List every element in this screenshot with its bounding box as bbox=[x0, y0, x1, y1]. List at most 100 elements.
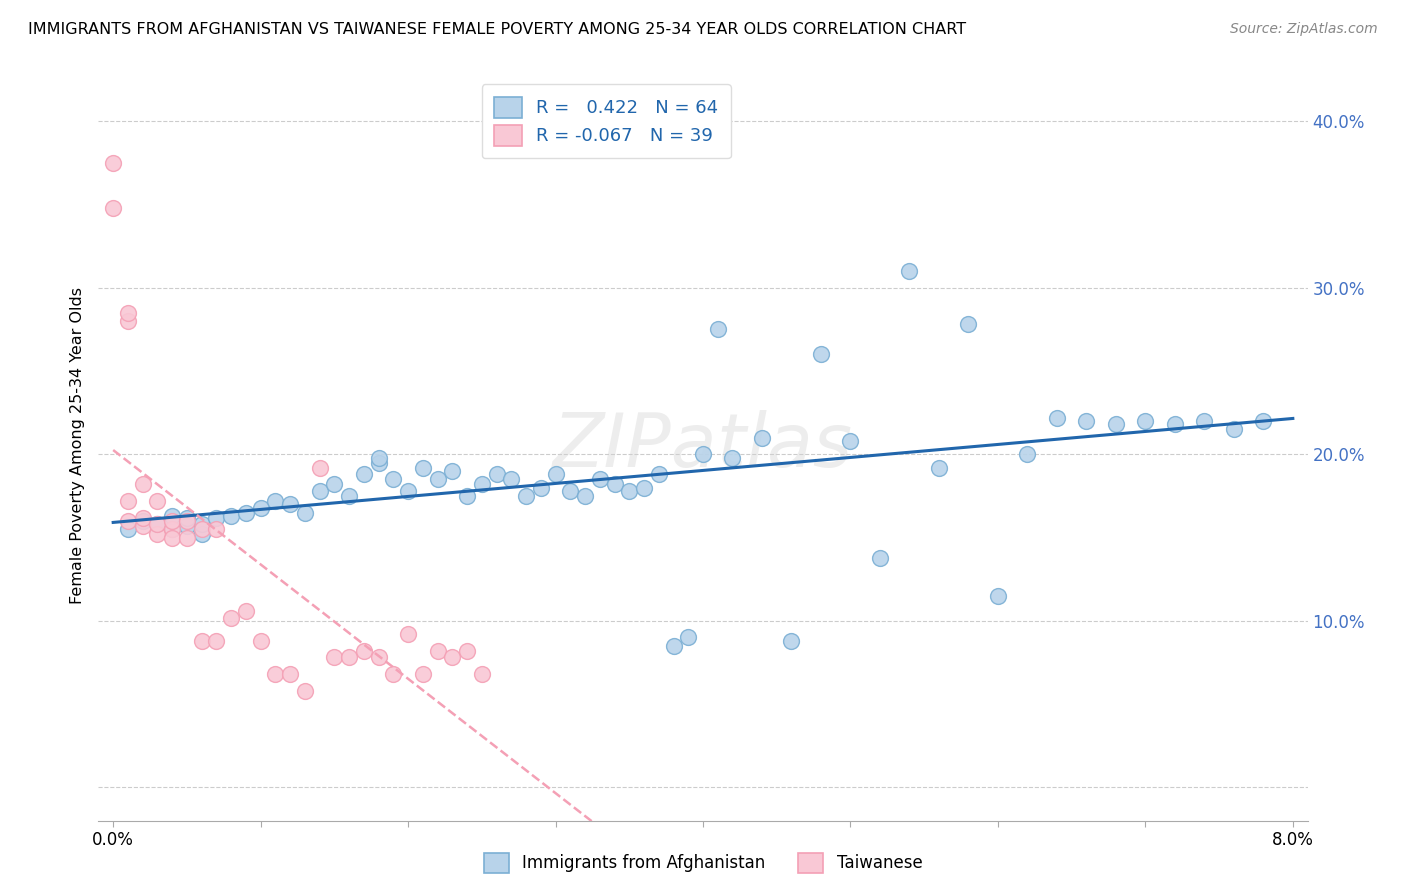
Point bbox=[235, 506, 257, 520]
Point bbox=[471, 667, 494, 681]
Point bbox=[219, 508, 242, 523]
Point bbox=[544, 467, 567, 482]
Point bbox=[1253, 414, 1275, 428]
Legend: Immigrants from Afghanistan, Taiwanese: Immigrants from Afghanistan, Taiwanese bbox=[477, 847, 929, 880]
Y-axis label: Female Poverty Among 25-34 Year Olds: Female Poverty Among 25-34 Year Olds bbox=[69, 287, 84, 605]
Point bbox=[160, 522, 183, 536]
Point bbox=[1194, 414, 1216, 428]
Point bbox=[353, 644, 375, 658]
Point bbox=[501, 472, 523, 486]
Point bbox=[160, 514, 183, 528]
Point bbox=[278, 497, 301, 511]
Point bbox=[678, 631, 700, 645]
Point bbox=[249, 633, 271, 648]
Point bbox=[337, 650, 360, 665]
Point bbox=[530, 481, 553, 495]
Point bbox=[869, 550, 891, 565]
Legend: R =   0.422   N = 64, R = -0.067   N = 39: R = 0.422 N = 64, R = -0.067 N = 39 bbox=[482, 84, 731, 159]
Text: IMMIGRANTS FROM AFGHANISTAN VS TAIWANESE FEMALE POVERTY AMONG 25-34 YEAR OLDS CO: IMMIGRANTS FROM AFGHANISTAN VS TAIWANESE… bbox=[28, 22, 966, 37]
Point bbox=[190, 527, 212, 541]
Text: Source: ZipAtlas.com: Source: ZipAtlas.com bbox=[1230, 22, 1378, 37]
Point bbox=[471, 477, 494, 491]
Point bbox=[294, 683, 316, 698]
Point bbox=[146, 527, 169, 541]
Point bbox=[323, 477, 346, 491]
Point bbox=[1076, 414, 1098, 428]
Point bbox=[117, 514, 139, 528]
Point bbox=[619, 483, 641, 498]
Point bbox=[456, 489, 478, 503]
Point bbox=[603, 477, 626, 491]
Point bbox=[264, 494, 287, 508]
Point bbox=[721, 450, 744, 465]
Point bbox=[353, 467, 375, 482]
Point bbox=[987, 589, 1010, 603]
Point bbox=[367, 450, 389, 465]
Point bbox=[117, 306, 139, 320]
Point bbox=[101, 156, 124, 170]
Point bbox=[396, 627, 419, 641]
Point bbox=[131, 519, 153, 533]
Point bbox=[190, 517, 212, 532]
Point bbox=[131, 514, 153, 528]
Point bbox=[1017, 447, 1039, 461]
Point bbox=[574, 489, 596, 503]
Point bbox=[1046, 410, 1069, 425]
Point bbox=[382, 472, 405, 486]
Point bbox=[426, 644, 449, 658]
Point bbox=[367, 650, 389, 665]
Point bbox=[264, 667, 287, 681]
Point bbox=[898, 264, 921, 278]
Point bbox=[278, 667, 301, 681]
Point bbox=[117, 522, 139, 536]
Point bbox=[205, 510, 228, 524]
Point bbox=[160, 522, 183, 536]
Point bbox=[560, 483, 582, 498]
Point bbox=[589, 472, 612, 486]
Point bbox=[810, 347, 832, 361]
Point bbox=[160, 508, 183, 523]
Point bbox=[1164, 417, 1187, 432]
Point bbox=[426, 472, 449, 486]
Point bbox=[146, 517, 169, 532]
Point bbox=[205, 633, 228, 648]
Point bbox=[337, 489, 360, 503]
Point bbox=[780, 633, 803, 648]
Point bbox=[205, 522, 228, 536]
Point bbox=[131, 477, 153, 491]
Point bbox=[190, 522, 212, 536]
Point bbox=[515, 489, 537, 503]
Point bbox=[101, 201, 124, 215]
Point bbox=[308, 460, 330, 475]
Point bbox=[131, 510, 153, 524]
Point bbox=[441, 650, 464, 665]
Point bbox=[382, 667, 405, 681]
Point bbox=[219, 610, 242, 624]
Point bbox=[117, 314, 139, 328]
Point bbox=[160, 531, 183, 545]
Point bbox=[176, 510, 198, 524]
Point bbox=[957, 318, 980, 332]
Point bbox=[485, 467, 508, 482]
Point bbox=[176, 514, 198, 528]
Point bbox=[308, 483, 330, 498]
Point bbox=[323, 650, 346, 665]
Point bbox=[662, 639, 685, 653]
Point bbox=[928, 460, 950, 475]
Point bbox=[146, 517, 169, 532]
Point bbox=[441, 464, 464, 478]
Point bbox=[839, 434, 862, 448]
Point bbox=[190, 633, 212, 648]
Text: ZIPatlas: ZIPatlas bbox=[553, 410, 853, 482]
Point bbox=[1105, 417, 1128, 432]
Point bbox=[706, 322, 728, 336]
Point bbox=[235, 604, 257, 618]
Point bbox=[146, 494, 169, 508]
Point bbox=[294, 506, 316, 520]
Point bbox=[751, 431, 773, 445]
Point bbox=[1135, 414, 1157, 428]
Point bbox=[692, 447, 714, 461]
Point bbox=[176, 519, 198, 533]
Point bbox=[396, 483, 419, 498]
Point bbox=[412, 667, 434, 681]
